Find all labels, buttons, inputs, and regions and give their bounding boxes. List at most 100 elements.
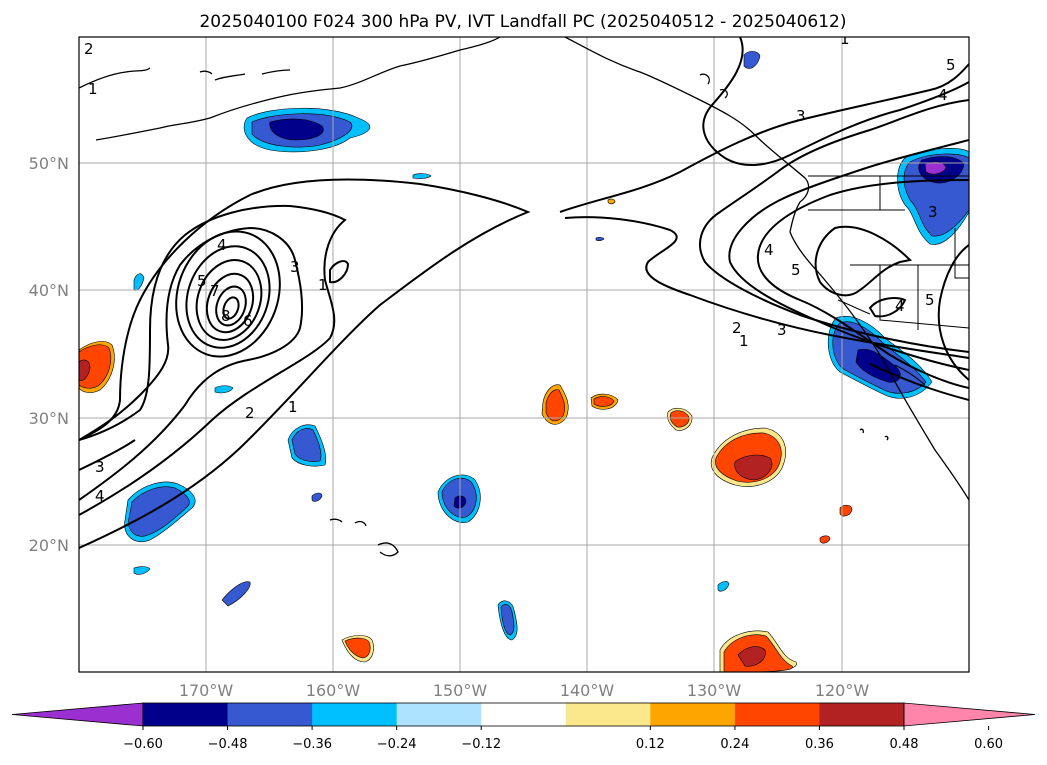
gridlines <box>79 37 969 672</box>
colorbar: −0.60 −0.48 −0.36 −0.24 −0.12 0.12 0.24 0.36 0.4… <box>11 702 1036 752</box>
x-tick-label: 150°W <box>433 681 488 700</box>
x-tick-label: 130°W <box>687 681 742 700</box>
contour-label: 1 <box>840 30 850 48</box>
pv-positive-feature <box>819 535 831 544</box>
pv-negative-feature <box>133 566 151 575</box>
pv-positive-feature <box>734 454 773 481</box>
ivt-contour <box>175 230 281 358</box>
colorbar-segment <box>396 703 482 726</box>
ivt-contour <box>868 297 907 318</box>
ivt-contour <box>79 178 531 549</box>
ivt-contour <box>215 285 247 327</box>
contour-label: 4 <box>895 297 905 315</box>
ivt-contour <box>185 245 271 349</box>
ivt-contour <box>814 225 913 297</box>
coastlines <box>79 37 969 557</box>
colorbar-frame <box>142 702 905 727</box>
colorbar-segment <box>143 703 229 726</box>
y-axis-labels: 20°N 30°N 40°N 50°N <box>29 154 69 555</box>
contour-label: 6 <box>243 312 253 330</box>
ivt-contour <box>222 296 240 320</box>
pv-negative-feature <box>412 173 432 179</box>
pv-negative-feature <box>214 385 234 394</box>
pv-negative-feature <box>269 118 324 141</box>
map-area: 2 1 1 4 5 7 8 6 3 1 2 1 3 4 3 4 5 2 3 1 … <box>79 30 969 672</box>
y-tick-label: 30°N <box>29 409 69 428</box>
contour-label: 5 <box>925 291 935 309</box>
colorbar-extend-min <box>11 702 144 727</box>
colorbar-tick-label: −0.12 <box>461 737 501 752</box>
contour-label: 4 <box>95 487 105 505</box>
pv-negative-feature <box>924 161 947 175</box>
ivt-contour <box>699 99 969 353</box>
map-frame <box>78 36 970 673</box>
x-tick-label: 120°W <box>815 681 870 700</box>
pv-positive-feature <box>607 198 616 205</box>
contour-label: 2 <box>245 404 255 422</box>
colorbar-segment <box>565 703 651 726</box>
contour-label: 4 <box>764 241 774 259</box>
ivt-contour <box>756 179 969 389</box>
pv-positive-feature <box>79 359 91 381</box>
contour-label: 5 <box>791 261 801 279</box>
x-tick-label: 140°W <box>560 681 615 700</box>
chart-title: 2025040100 F024 300 hPa PV, IVT Landfall… <box>199 12 846 32</box>
ivt-contour <box>329 260 350 284</box>
colorbar-segment <box>481 703 567 726</box>
ivt-contour <box>702 37 969 166</box>
colorbar-tick-label: −0.36 <box>292 737 332 752</box>
contour-labels: 2 1 1 4 5 7 8 6 3 1 2 1 3 4 3 4 5 2 3 1 … <box>84 30 956 505</box>
colorbar-extend-max <box>903 702 1036 727</box>
contour-label: 4 <box>217 236 227 254</box>
pv-negative-feature <box>717 581 730 592</box>
colorbar-segment <box>819 703 905 726</box>
ivt-contour <box>195 259 263 341</box>
contour-label: 5 <box>946 56 956 74</box>
ivt-contour <box>728 139 969 371</box>
contour-label: 1 <box>318 276 328 294</box>
contour-label: 5 <box>197 272 207 290</box>
state-borders <box>808 175 969 386</box>
pv-negative-feature <box>855 348 901 383</box>
pv-positive-feature <box>344 637 371 659</box>
colorbar-segment <box>227 703 313 726</box>
colorbar-tick-label: 0.48 <box>890 737 919 752</box>
pv-positive-feature <box>593 396 615 407</box>
pv-negative-feature <box>500 603 515 636</box>
colorbar-segment <box>650 703 736 726</box>
contour-label: 3 <box>290 258 300 276</box>
pv-negative-feature <box>221 581 251 607</box>
pv-negative-feature <box>595 237 605 241</box>
ivt-contour <box>79 204 347 516</box>
ivt-contour <box>937 244 969 381</box>
contour-label: 3 <box>796 107 806 125</box>
contour-label: 7 <box>210 282 220 300</box>
contour-label: 1 <box>739 332 749 350</box>
x-tick-label: 160°W <box>306 681 361 700</box>
pv-negative-feature <box>311 492 323 502</box>
colorbar-segment <box>312 703 398 726</box>
ivt-contour <box>205 272 255 334</box>
pv-positive-feature <box>737 646 766 667</box>
contour-label: 2 <box>84 40 94 58</box>
contour-label: 1 <box>288 398 298 416</box>
ivt-contour <box>869 363 969 401</box>
colorbar-tick-label: 0.36 <box>805 737 834 752</box>
colorbar-segment <box>734 703 820 726</box>
y-tick-label: 20°N <box>29 536 69 555</box>
contour-label: 1 <box>88 80 98 98</box>
ivt-contour <box>559 63 969 213</box>
colorbar-tick-label: −0.24 <box>377 737 417 752</box>
contour-label: 2 <box>732 319 742 337</box>
ivt-contour <box>564 216 969 359</box>
contour-label: 3 <box>777 321 787 339</box>
contour-label: 3 <box>928 203 938 221</box>
colorbar-tick-label: 0.24 <box>720 737 749 752</box>
colorbar-tick-label: −0.48 <box>208 737 248 752</box>
x-axis-labels: 170°W 160°W 150°W 140°W 130°W 120°W <box>179 681 870 700</box>
colorbar-tick-label: 0.60 <box>974 737 1003 752</box>
contour-label: 3 <box>95 458 105 476</box>
y-tick-label: 40°N <box>29 281 69 300</box>
contour-label: 8 <box>221 307 231 325</box>
